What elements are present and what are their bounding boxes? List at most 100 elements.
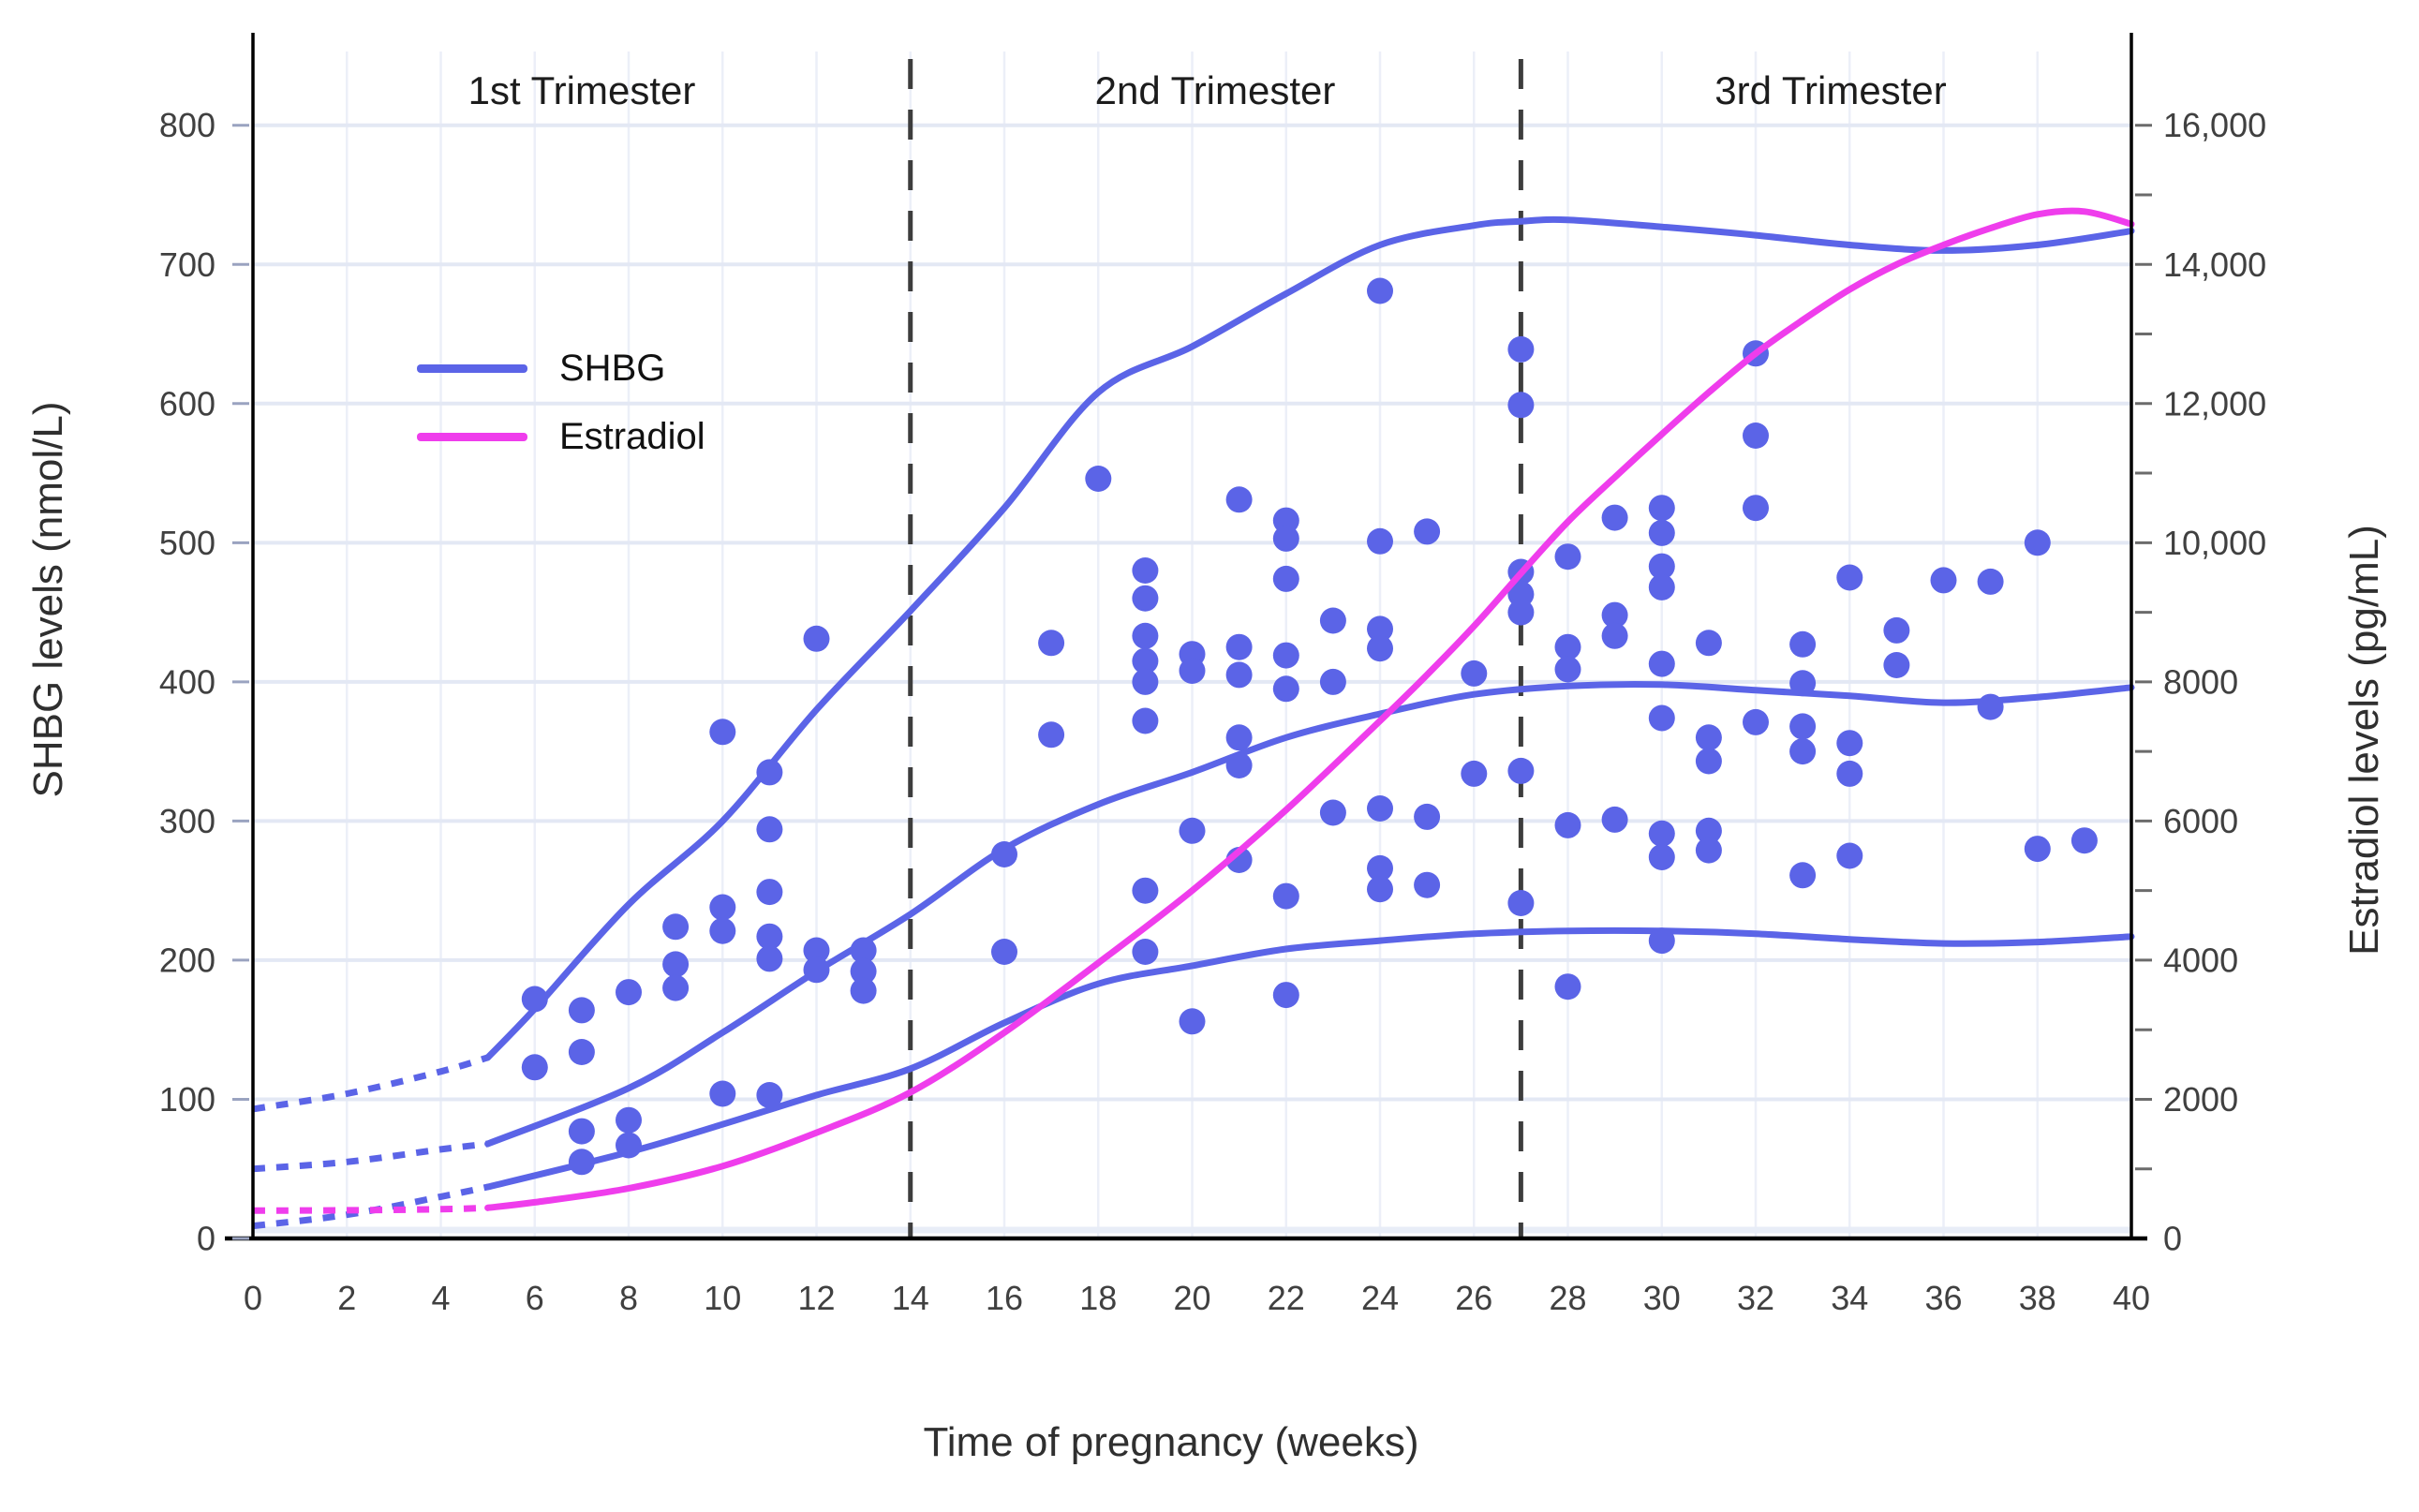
scatter-point <box>1132 939 1159 965</box>
scatter-point <box>1507 335 1535 363</box>
scatter-point <box>1601 504 1628 531</box>
scatter-point <box>1554 656 1581 683</box>
scatter-point <box>1461 660 1488 687</box>
scatter-point <box>616 979 642 1006</box>
x-axis-tick-label: 6 <box>526 1279 544 1317</box>
scatter-point <box>1319 799 1346 826</box>
scatter-point <box>568 997 595 1024</box>
scatter-point <box>521 1054 548 1081</box>
scatter-point <box>709 1080 736 1107</box>
scatter-point <box>850 977 877 1004</box>
scatter-point <box>1648 927 1675 955</box>
scatter-point <box>1648 519 1675 546</box>
scatter-point <box>1272 565 1299 592</box>
scatter-point <box>1367 277 1393 304</box>
x-axis-title: Time of pregnancy (weeks) <box>923 1419 1419 1465</box>
scatter-point <box>1272 882 1299 910</box>
scatter-point <box>709 894 736 921</box>
scatter-point <box>1836 842 1863 869</box>
x-axis-tick-label: 2 <box>337 1279 356 1317</box>
scatter-point <box>1367 795 1393 822</box>
scatter-point <box>2070 827 2098 854</box>
scatter-point <box>1225 633 1253 660</box>
scatter-point <box>1836 730 1863 757</box>
curve-shbg-median-curve <box>484 680 2135 1148</box>
scatter-point <box>1272 642 1299 669</box>
scatter-point <box>1836 760 1863 787</box>
scatter-point <box>1319 668 1346 695</box>
scatter-point <box>1648 844 1675 870</box>
right-axis-tick-label: 14,000 <box>2163 245 2266 284</box>
x-axis-tick-label: 10 <box>704 1279 741 1317</box>
legend-label-shbg: SHBG <box>559 347 666 389</box>
scatter-point <box>756 816 783 843</box>
scatter-point <box>2024 529 2051 556</box>
scatter-point <box>1648 553 1675 580</box>
scatter-point <box>1272 675 1299 703</box>
x-axis-tick-label: 12 <box>797 1279 835 1317</box>
right-axis-tick-label: 2000 <box>2163 1080 2238 1119</box>
x-axis-tick-label: 8 <box>619 1279 638 1317</box>
scatter-point <box>1132 647 1159 674</box>
estradiol-line-swatch <box>417 432 527 441</box>
x-axis-tick-label: 4 <box>431 1279 450 1317</box>
scatter-point <box>803 625 830 652</box>
scatter-point <box>1648 650 1675 677</box>
right-axis-tick-label: 0 <box>2163 1220 2182 1258</box>
x-axis-tick-label: 22 <box>1268 1279 1305 1317</box>
scatter-point <box>1695 724 1722 751</box>
left-axis-tick-label: 300 <box>159 802 215 840</box>
scatter-point <box>1601 622 1628 649</box>
scatter-point <box>756 923 783 950</box>
scatter-point <box>1601 601 1628 629</box>
scatter-point <box>803 956 830 984</box>
scatter-point <box>756 759 783 786</box>
scatter-point <box>1319 607 1346 634</box>
right-axis-title: Estradiol levels (pg/mL) <box>2341 525 2387 956</box>
scatter-point <box>1179 1008 1206 1035</box>
scatter-point <box>850 957 877 985</box>
scatter-point <box>1977 568 2004 595</box>
scatter-point <box>1132 557 1159 584</box>
scatter-point <box>568 1118 595 1145</box>
legend-item-shbg: SHBG <box>417 345 705 392</box>
scatter-point <box>1554 633 1581 660</box>
shbg-line-swatch <box>417 363 527 373</box>
x-axis-tick-label: 26 <box>1455 1279 1492 1317</box>
scatter-point <box>662 913 690 941</box>
scatter-point <box>1179 658 1206 684</box>
scatter-point <box>1414 871 1441 898</box>
right-axis-tick-label: 12,000 <box>2163 384 2266 422</box>
right-axis-tick-label: 8000 <box>2163 662 2238 701</box>
scatter-point <box>1225 724 1253 751</box>
scatter-point <box>1414 803 1441 830</box>
annotation-first-trimester: 1st Trimester <box>467 68 696 112</box>
x-axis-tick-label: 16 <box>986 1279 1023 1317</box>
curve-estradiol <box>484 207 2135 1211</box>
scatter-point <box>1695 817 1722 844</box>
scatter-point <box>756 879 783 906</box>
scatter-point <box>1225 486 1253 513</box>
right-axis-tick-label: 16,000 <box>2163 106 2266 144</box>
annotation-third-trimester: 3rd Trimester <box>1714 68 1947 112</box>
scatter-point <box>1601 806 1628 833</box>
scatter-point <box>662 974 690 1001</box>
right-axis-tick-label: 4000 <box>2163 941 2238 979</box>
scatter-point <box>1132 707 1159 734</box>
x-axis-tick-label: 38 <box>2019 1279 2056 1317</box>
scatter-point <box>1225 752 1253 778</box>
scatter-point <box>1132 585 1159 612</box>
scatter-point <box>1789 862 1817 889</box>
scatter-point <box>1507 599 1535 626</box>
curve-shbg-upper-reference-curve <box>484 215 2135 1061</box>
scatter-point <box>1743 422 1769 449</box>
curve-dotted-shbg-upper-reference-curve <box>252 1054 489 1113</box>
left-axis-tick-label: 0 <box>197 1220 215 1258</box>
scatter-point <box>1132 668 1159 695</box>
x-axis-tick-label: 40 <box>2113 1279 2150 1317</box>
scatter-point <box>1554 973 1581 1001</box>
scatter-point <box>616 1132 642 1159</box>
scatter-point <box>1367 876 1393 903</box>
scatter-point <box>1648 573 1675 600</box>
